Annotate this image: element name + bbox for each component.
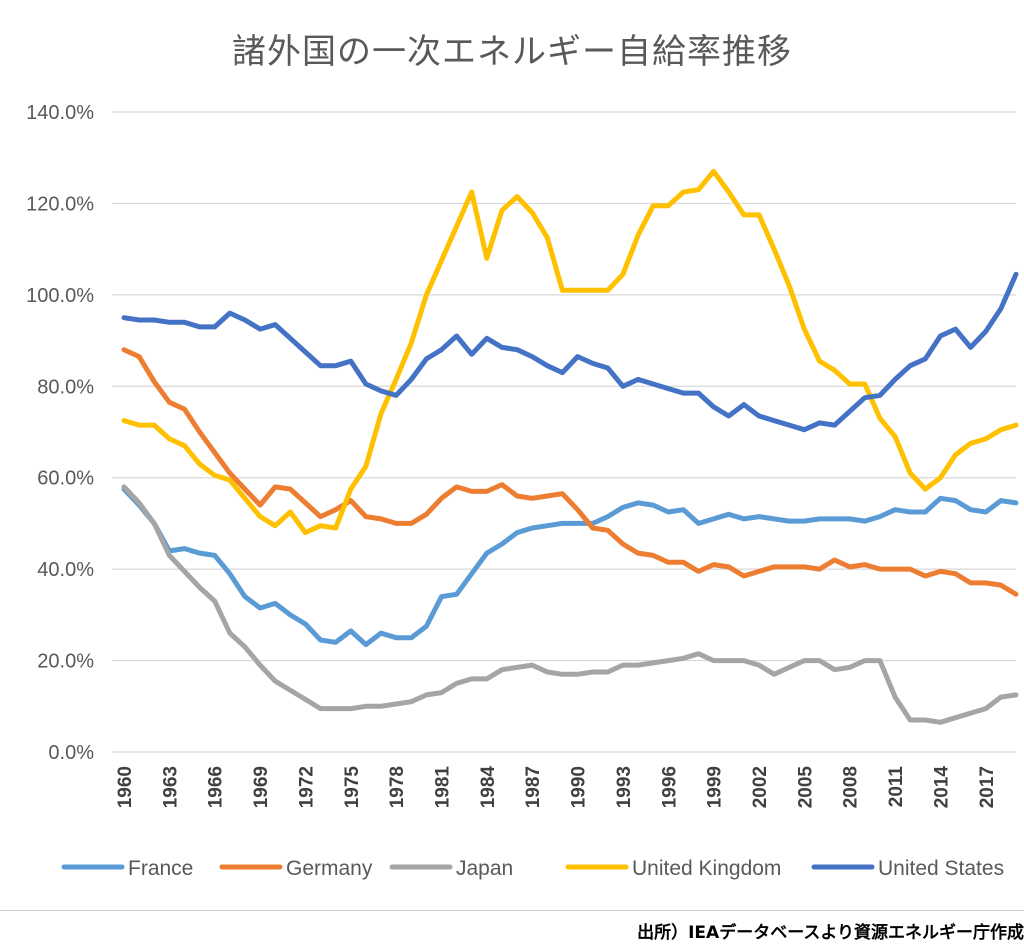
x-tick-label: 1996: [659, 766, 680, 808]
y-tick-label: 0.0%: [48, 742, 94, 764]
y-tick-label: 120.0%: [26, 193, 94, 215]
y-tick-label: 140.0%: [26, 102, 94, 124]
x-tick-label: 1966: [206, 766, 227, 808]
x-tick-label: 1978: [387, 766, 408, 808]
y-tick-label: 40.0%: [37, 559, 94, 581]
series-line-france: [121, 486, 1019, 648]
series-line-germany: [121, 347, 1019, 597]
line-chart: 0.0% 20.0% 40.0% 60.0% 80.0% 100.0% 120.0% 140.…: [26, 102, 1019, 880]
x-tick-label: 1984: [478, 766, 499, 809]
y-tick-label: 100.0%: [26, 285, 94, 307]
x-tick-label: 2005: [795, 766, 816, 809]
y-tick-label: 80.0%: [37, 376, 94, 398]
x-tick-label: 1960: [115, 766, 136, 808]
chart-title: 諸外国の一次エネルギー自給率推移: [232, 32, 792, 72]
legend-label: Germany: [286, 857, 373, 880]
series-line-japan: [121, 484, 1019, 725]
chart-area: 諸外国の一次エネルギー自給率推移 0.0% 20.0% 40.0% 60.0% 80.0…: [26, 32, 1019, 880]
legend-label: Japan: [456, 857, 513, 880]
chart-bottom-border: [0, 910, 1024, 911]
x-tick-label: 1972: [296, 766, 317, 808]
x-tick-label: 1969: [251, 766, 272, 808]
x-tick-label: 2017: [977, 766, 998, 808]
y-axis-tick-labels: 0.0% 20.0% 40.0% 60.0% 80.0% 100.0% 120.0% 140.…: [26, 102, 94, 764]
x-axis-tick-labels: 1960 1963 1966 1969 1972 1975 1978 1981 1984 1987…: [115, 766, 998, 809]
x-tick-label: 2011: [886, 766, 907, 808]
series-line-united-states: [121, 271, 1019, 433]
legend-label: United Kingdom: [632, 857, 781, 880]
x-tick-label: 1963: [160, 766, 181, 808]
series-lines: [121, 168, 1019, 725]
x-tick-label: 2014: [931, 766, 952, 809]
legend-label: France: [128, 857, 193, 880]
x-tick-label: 2008: [841, 766, 862, 808]
x-tick-label: 1999: [705, 766, 726, 808]
source-note: 出所）IEAデータベースより資源エネルギー庁作成: [637, 923, 1024, 943]
y-tick-label: 60.0%: [37, 468, 94, 490]
y-tick-label: 20.0%: [37, 651, 94, 673]
legend-label: United States: [878, 857, 1004, 880]
x-tick-label: 2002: [750, 766, 771, 808]
x-tick-label: 1993: [614, 766, 635, 808]
x-tick-label: 1981: [432, 766, 453, 809]
x-tick-label: 1987: [523, 766, 544, 808]
gridlines: [112, 111, 1016, 753]
legend: France Germany Japan United Kingdom United S…: [61, 857, 1004, 880]
x-tick-label: 1990: [569, 766, 590, 808]
x-tick-label: 1975: [342, 766, 363, 809]
series-line-united-kingdom: [121, 168, 1019, 536]
